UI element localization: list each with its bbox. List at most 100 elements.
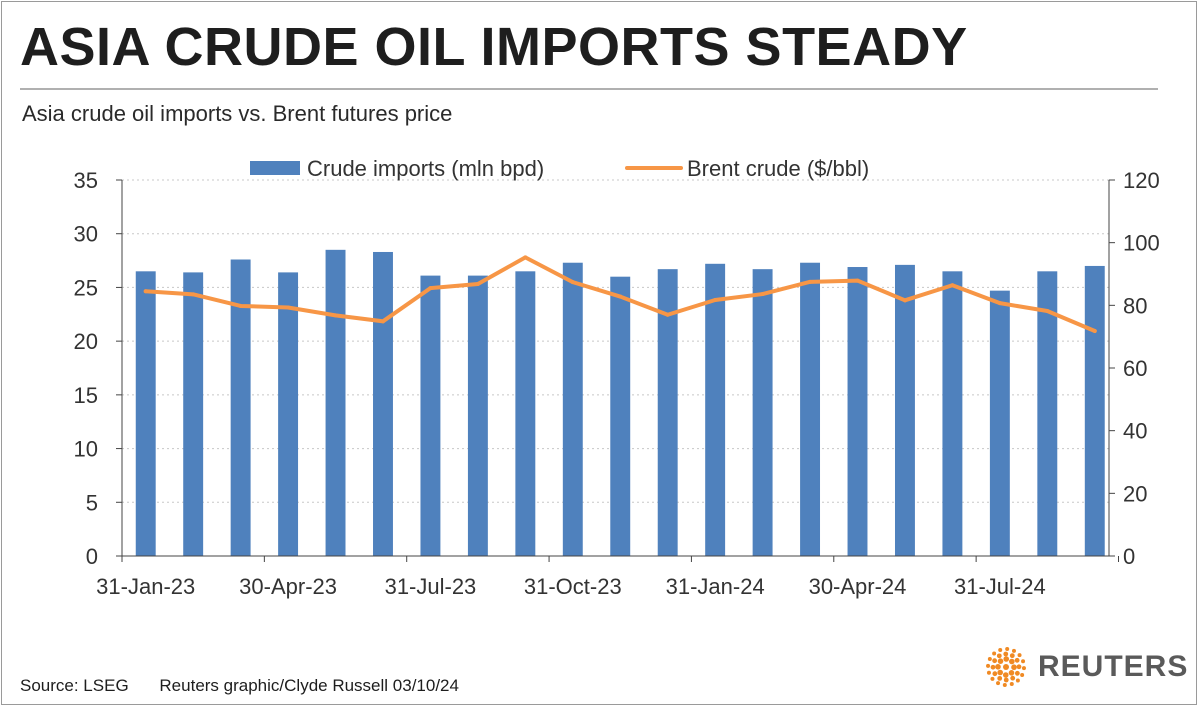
brent-point xyxy=(855,278,860,283)
y-right-tick-label: 60 xyxy=(1123,356,1147,381)
bar xyxy=(989,290,1010,556)
bar xyxy=(752,269,773,556)
brent-point xyxy=(618,294,623,299)
brent-point xyxy=(1045,308,1050,313)
brent-point xyxy=(1092,329,1097,334)
legend-label-brent: Brent crude ($/bbl) xyxy=(687,156,869,181)
logo-dot xyxy=(1009,653,1015,659)
brent-point xyxy=(713,298,718,303)
y-right-tick-label: 20 xyxy=(1123,481,1147,506)
logo-dot xyxy=(1003,656,1010,662)
brent-point xyxy=(997,301,1002,306)
bar xyxy=(610,276,631,556)
bar xyxy=(800,262,821,556)
brent-point xyxy=(950,283,955,288)
logo-dot xyxy=(997,669,1003,676)
brent-point xyxy=(665,312,670,317)
brent-point xyxy=(475,282,480,287)
x-tick-label: 31-Jul-23 xyxy=(385,574,477,599)
reuters-dot-logo-icon xyxy=(986,647,1026,687)
brent-point xyxy=(808,279,813,284)
source-note: Source: LSEG xyxy=(20,676,129,695)
logo-dot xyxy=(1003,677,1009,683)
logo-dot xyxy=(1002,672,1009,678)
x-tick-label: 31-Jan-24 xyxy=(666,574,765,599)
y-left-tick-label: 0 xyxy=(86,544,98,569)
logo-dot xyxy=(1009,682,1014,687)
bar xyxy=(1037,271,1058,556)
bar xyxy=(373,251,393,556)
brent-point xyxy=(523,255,528,260)
reuters-brand: REUTERS xyxy=(984,644,1188,690)
chart-subtitle: Asia crude oil imports vs. Brent futures… xyxy=(22,101,453,126)
y-right-tick-label: 0 xyxy=(1123,544,1135,569)
logo-dot xyxy=(997,675,1003,681)
bar xyxy=(230,259,251,556)
footer: Source: LSEG Reuters graphic/Clyde Russe… xyxy=(20,676,459,696)
logo-dot xyxy=(1020,672,1025,677)
logo-dot xyxy=(990,676,995,681)
logo-dot xyxy=(1011,664,1017,671)
brent-point xyxy=(191,292,196,297)
logo-dot xyxy=(1003,651,1009,657)
logo-dot xyxy=(987,657,992,662)
logo-dot xyxy=(990,664,996,670)
y-left-tick-label: 5 xyxy=(86,490,98,515)
y-left-tick-label: 15 xyxy=(74,383,98,408)
logo-dot xyxy=(1009,658,1015,665)
page-title: ASIA CRUDE OIL IMPORTS STEADY xyxy=(20,17,968,77)
y-left-tick-label: 30 xyxy=(74,222,98,247)
logo-dot xyxy=(1014,670,1020,676)
y-left-tick-label: 35 xyxy=(74,168,98,193)
logo-dot xyxy=(1011,648,1016,653)
bar xyxy=(278,272,299,556)
logo-dot xyxy=(1021,666,1026,671)
title-divider xyxy=(20,88,1158,90)
logo-dot xyxy=(992,658,998,664)
brent-point xyxy=(286,305,291,310)
legend-label-imports: Crude imports (mln bpd) xyxy=(307,156,544,181)
logo-dot xyxy=(992,671,998,677)
logo-dot xyxy=(1016,664,1022,670)
bar xyxy=(135,271,156,556)
x-tick-label: 31-Oct-23 xyxy=(524,574,622,599)
bar xyxy=(183,272,204,556)
x-tick-label: 31-Jan-23 xyxy=(96,574,195,599)
logo-dot xyxy=(997,658,1004,664)
brent-point xyxy=(238,303,243,308)
y-left-tick-label: 25 xyxy=(74,275,98,300)
bar xyxy=(942,271,963,556)
brent-point xyxy=(428,286,433,291)
bar xyxy=(847,267,868,556)
brent-point xyxy=(380,319,385,324)
bar xyxy=(657,269,678,556)
logo-dot xyxy=(992,651,997,656)
logo-dot xyxy=(996,653,1002,659)
graphic-credit: Reuters graphic/Clyde Russell 03/10/24 xyxy=(159,676,459,695)
bar xyxy=(1084,265,1105,556)
bar xyxy=(467,275,488,556)
brent-point xyxy=(760,292,765,297)
bar xyxy=(894,264,915,556)
logo-dot xyxy=(1017,653,1022,658)
logo-dot xyxy=(1002,682,1007,687)
logo-dot xyxy=(998,647,1003,652)
logo-dot xyxy=(1003,664,1009,670)
y-right-tick-label: 100 xyxy=(1123,231,1160,256)
bar xyxy=(420,275,441,556)
logo-dot xyxy=(1010,675,1016,681)
bar xyxy=(325,249,346,556)
logo-dot xyxy=(996,681,1001,686)
x-tick-label: 31-Jul-24 xyxy=(954,574,1046,599)
logo-dot xyxy=(986,663,991,668)
logo-dot xyxy=(1008,670,1015,676)
brand-name: REUTERS xyxy=(1038,650,1189,683)
bar xyxy=(515,271,536,556)
logo-dot xyxy=(1005,647,1010,652)
bar xyxy=(562,262,583,556)
brent-point xyxy=(333,313,338,318)
y-right-tick-label: 40 xyxy=(1123,419,1147,444)
y-right-tick-label: 120 xyxy=(1123,168,1160,193)
logo-dot xyxy=(995,663,1001,670)
